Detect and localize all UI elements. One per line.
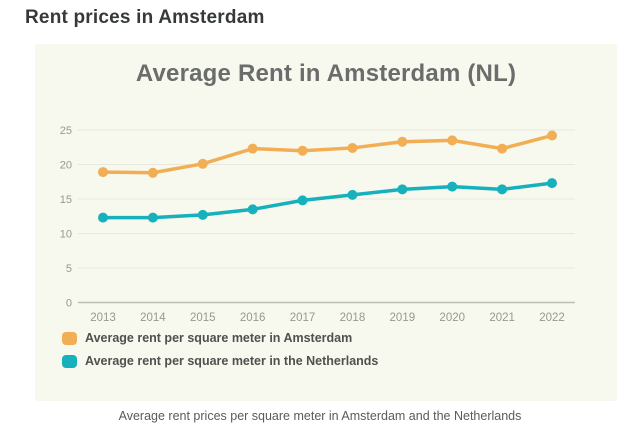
data-point xyxy=(497,143,508,154)
data-point xyxy=(547,178,557,189)
series-netherlands xyxy=(98,178,557,223)
data-point xyxy=(397,184,408,195)
series-amsterdam xyxy=(98,130,557,178)
chart-legend: Average rent per square meter in Amsterd… xyxy=(62,331,378,377)
legend-swatch-amsterdam xyxy=(62,331,77,345)
svg-text:20: 20 xyxy=(60,160,72,172)
x-tick-labels: 2013 2014 2015 2016 2017 2018 2019 2020 2021 2022 xyxy=(90,312,565,324)
svg-text:2017: 2017 xyxy=(290,312,316,324)
legend-label-netherlands: Average rent per square meter in the Net… xyxy=(85,354,379,368)
page-title: Rent prices in Amsterdam xyxy=(25,7,265,28)
data-point xyxy=(247,143,258,154)
chart-title: Average Rent in Amsterdam (NL) xyxy=(135,60,517,87)
y-tick-labels: 0 5 10 15 20 25 xyxy=(60,125,72,310)
svg-text:2019: 2019 xyxy=(390,312,416,324)
chart-caption: Average rent prices per square meter in … xyxy=(118,409,522,423)
data-point xyxy=(197,209,208,220)
data-point xyxy=(197,158,208,169)
data-point xyxy=(447,181,458,192)
data-point xyxy=(297,145,308,156)
svg-text:25: 25 xyxy=(60,125,72,137)
svg-text:2018: 2018 xyxy=(340,312,366,324)
data-point xyxy=(447,135,458,146)
svg-text:0: 0 xyxy=(66,298,72,310)
svg-text:15: 15 xyxy=(60,194,72,206)
svg-text:2015: 2015 xyxy=(190,312,216,324)
data-point xyxy=(347,189,358,200)
svg-text:2013: 2013 xyxy=(90,312,116,324)
svg-text:5: 5 xyxy=(66,263,72,275)
svg-text:10: 10 xyxy=(60,229,72,241)
legend-label-amsterdam: Average rent per square meter in Amsterd… xyxy=(85,331,353,345)
svg-text:2022: 2022 xyxy=(539,312,565,324)
data-point xyxy=(547,130,557,141)
data-point xyxy=(98,167,108,178)
data-point xyxy=(147,167,158,178)
data-point xyxy=(497,184,508,195)
svg-text:2016: 2016 xyxy=(240,312,266,324)
svg-text:2014: 2014 xyxy=(140,312,166,324)
svg-text:2020: 2020 xyxy=(439,312,465,324)
y-gridlines xyxy=(78,129,575,304)
svg-text:2021: 2021 xyxy=(489,312,515,324)
data-point xyxy=(397,136,408,147)
legend-swatch-netherlands xyxy=(62,354,77,368)
data-point xyxy=(297,195,308,206)
data-point xyxy=(147,212,158,223)
data-point xyxy=(247,204,258,215)
data-point xyxy=(347,142,358,153)
legend-item-netherlands: Average rent per square meter in the Net… xyxy=(62,354,378,368)
data-point xyxy=(98,212,108,223)
legend-item-amsterdam: Average rent per square meter in Amsterd… xyxy=(62,331,378,345)
chart-card: Average Rent in Amsterdam (NL) 0 5 10 15 20 2… xyxy=(35,44,617,401)
